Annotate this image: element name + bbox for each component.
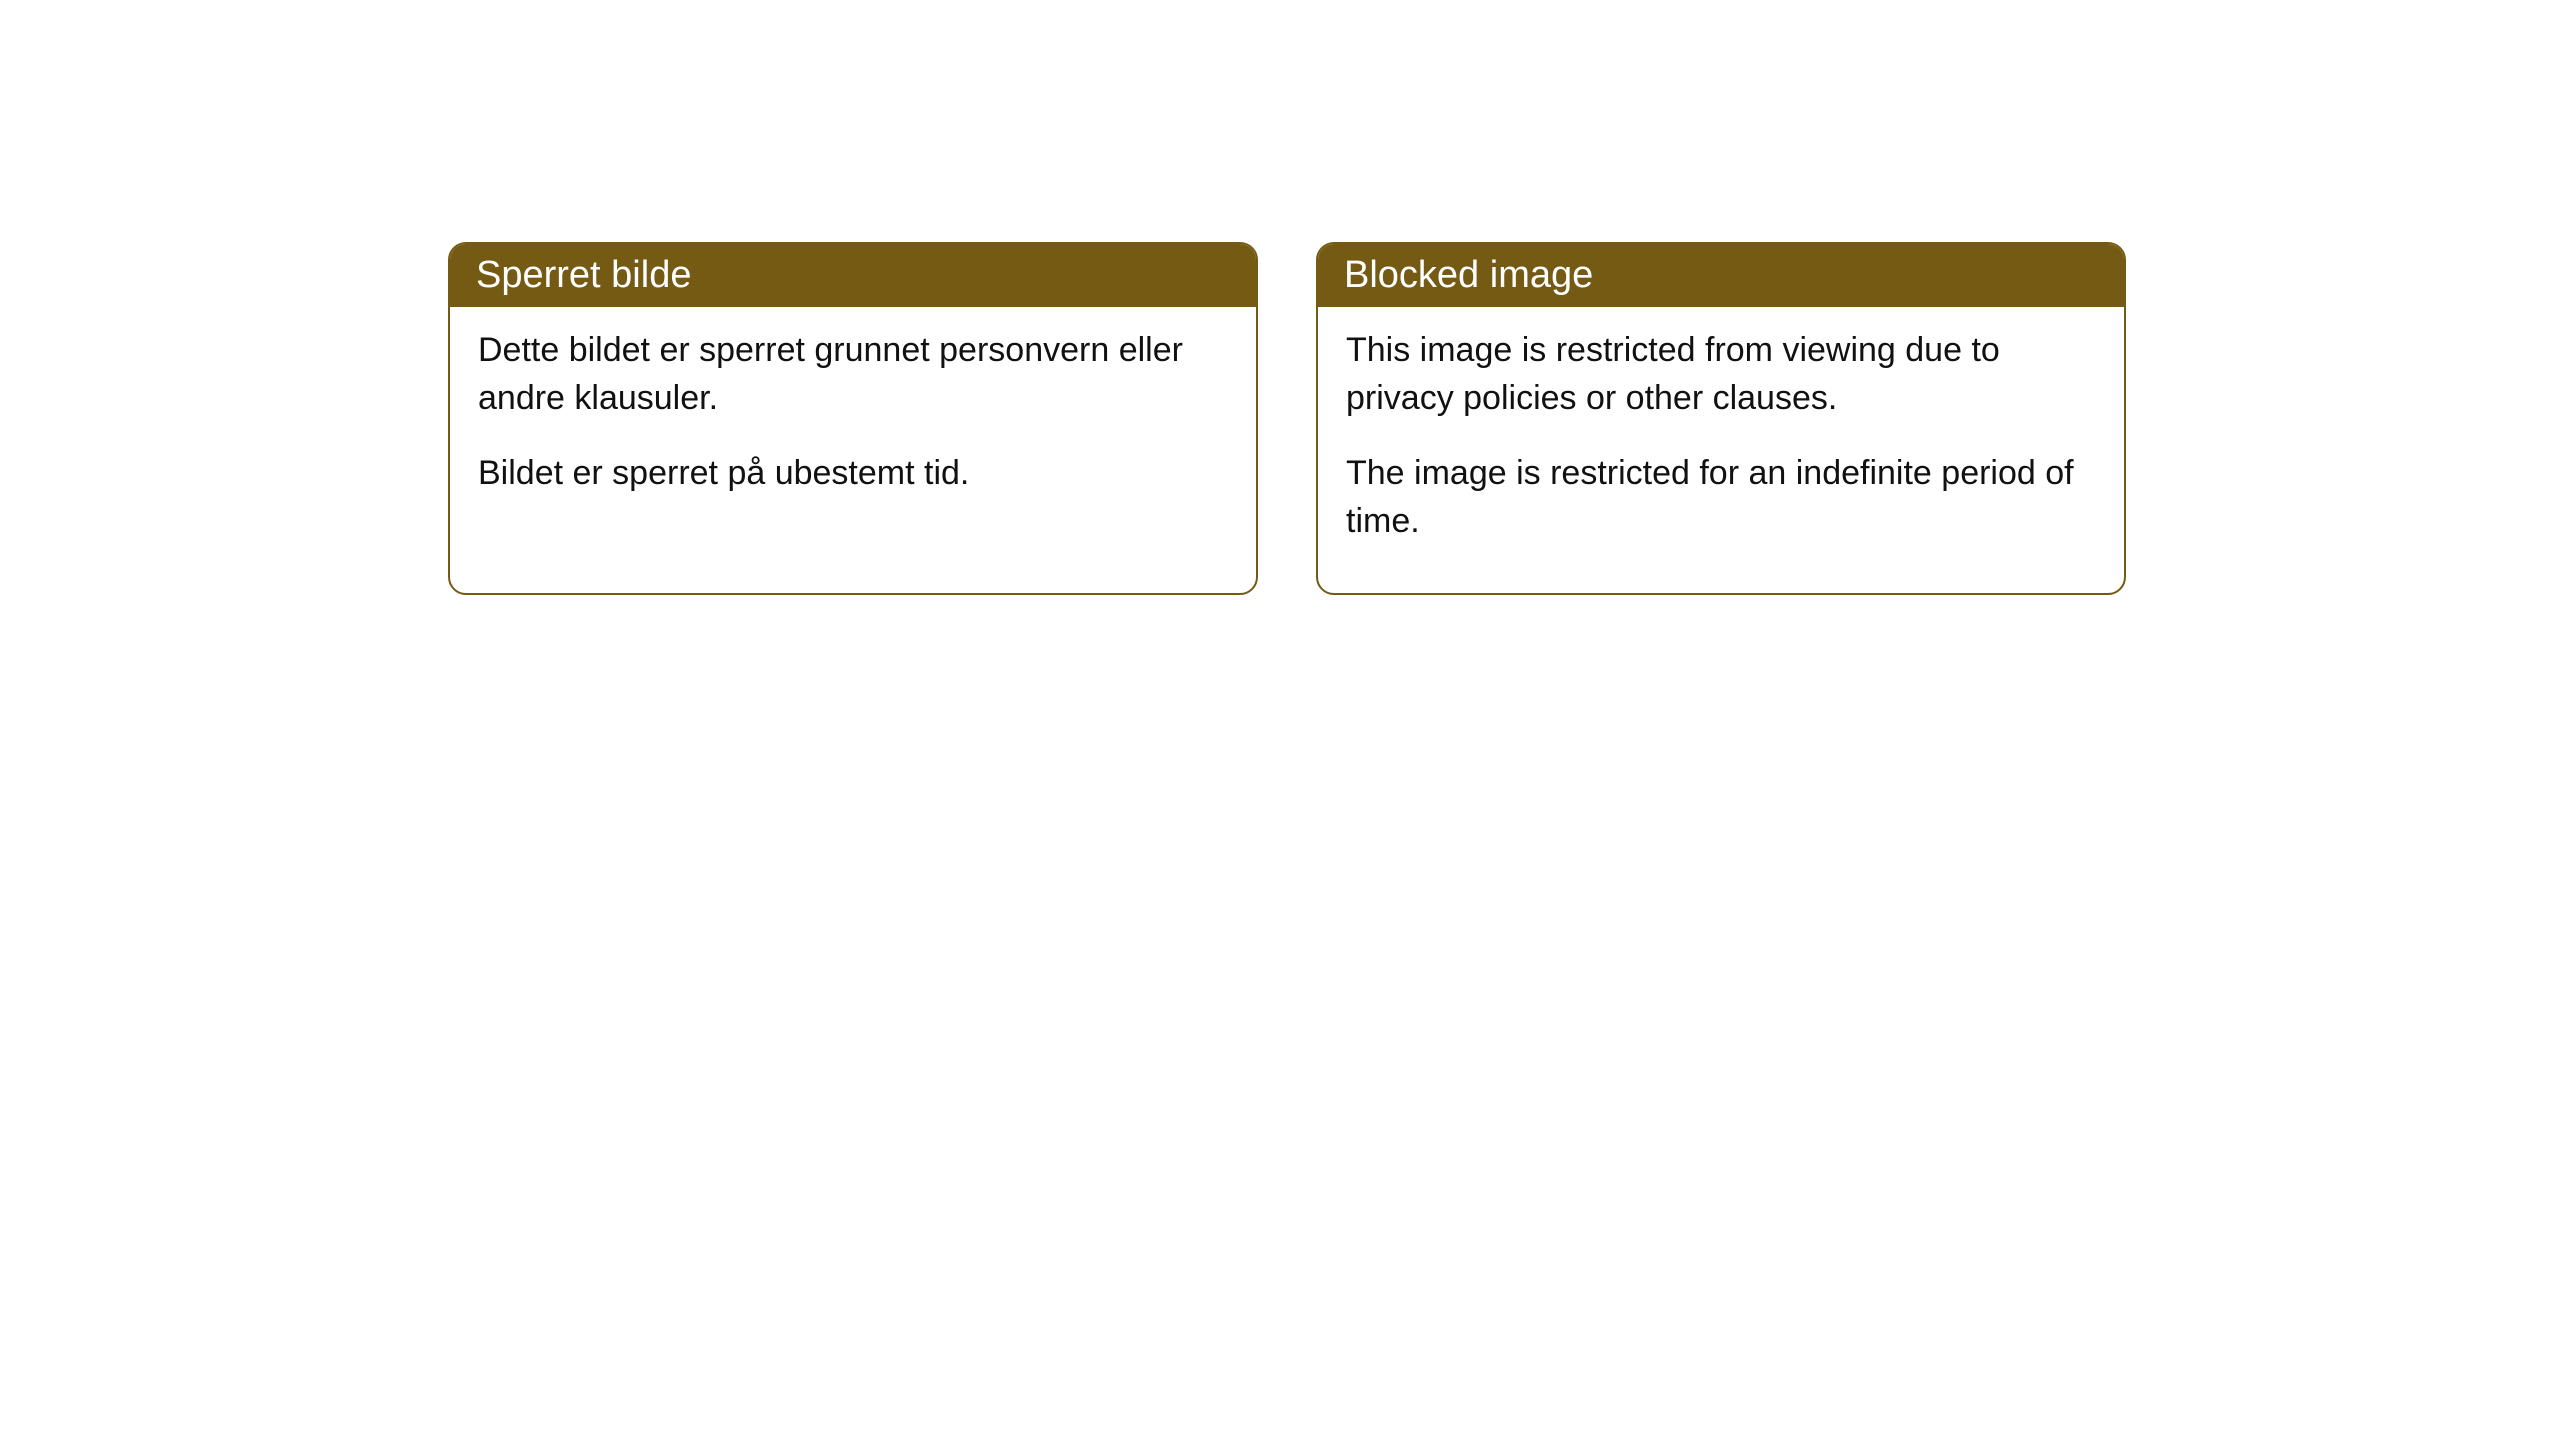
notice-card-norwegian: Sperret bilde Dette bildet er sperret gr… <box>448 242 1258 595</box>
card-paragraph-2-english: The image is restricted for an indefinit… <box>1346 450 2096 545</box>
card-paragraph-1-norwegian: Dette bildet er sperret grunnet personve… <box>478 327 1228 422</box>
card-paragraph-1-english: This image is restricted from viewing du… <box>1346 327 2096 422</box>
card-body-norwegian: Dette bildet er sperret grunnet personve… <box>450 307 1256 546</box>
card-header-english: Blocked image <box>1318 244 2124 307</box>
notice-card-english: Blocked image This image is restricted f… <box>1316 242 2126 595</box>
card-header-norwegian: Sperret bilde <box>450 244 1256 307</box>
card-body-english: This image is restricted from viewing du… <box>1318 307 2124 593</box>
card-title-english: Blocked image <box>1344 254 1593 296</box>
notice-cards-container: Sperret bilde Dette bildet er sperret gr… <box>448 242 2126 595</box>
card-paragraph-2-norwegian: Bildet er sperret på ubestemt tid. <box>478 450 1228 498</box>
card-title-norwegian: Sperret bilde <box>476 254 691 296</box>
